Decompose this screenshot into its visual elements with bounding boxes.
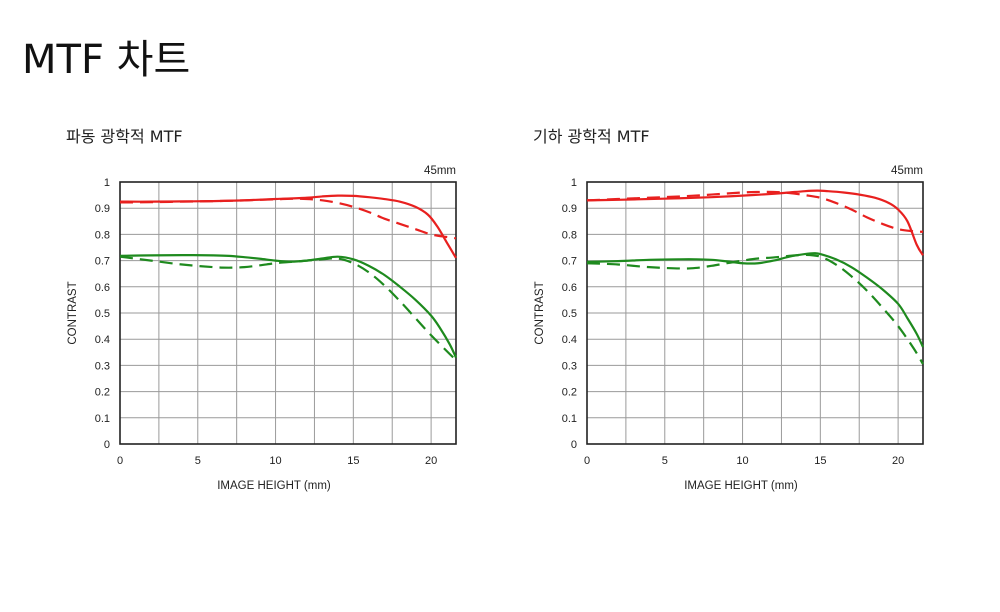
- y-axis-label: CONTRAST: [534, 281, 546, 344]
- y-tick-label: 0.5: [95, 308, 110, 320]
- series-line-red-solid: [586, 189, 924, 256]
- chart-title: 기하 광학적 MTF: [533, 127, 650, 146]
- x-axis-label: IMAGE HEIGHT (mm): [684, 480, 798, 492]
- geometric-optical-mtf-panel: 기하 광학적 MTF 0 0.1 0.2 0.3 0.4 0.5 0.6 0.7 0.8 0.9 1…: [525, 120, 955, 500]
- x-tick-label: 10: [736, 455, 748, 467]
- x-tick-label: 20: [425, 455, 437, 467]
- x-tick-label: 10: [269, 455, 281, 467]
- focal-length-label: 45mm: [891, 165, 923, 177]
- series-line-red-dashed: [119, 197, 457, 240]
- y-tick-label: 0.3: [562, 360, 577, 372]
- y-tick-label: 0.1: [562, 413, 577, 425]
- y-tick-label: 0.4: [562, 334, 577, 346]
- y-tick-label: 1: [571, 177, 577, 189]
- y-tick-label: 0: [104, 439, 110, 451]
- y-tick-label: 0.2: [562, 387, 577, 399]
- focal-length-label: 45mm: [424, 165, 456, 177]
- series-line-green-dashed: [586, 253, 924, 365]
- mtf-chart-wave-optical: 00.10.20.30.40.50.60.70.80.910 5 10 15 20IMA…: [67, 165, 457, 492]
- y-tick-label: 0.9: [562, 203, 577, 215]
- x-tick-label: 15: [814, 455, 826, 467]
- y-tick-label: 0.5: [562, 308, 577, 320]
- plot-frame: [119, 181, 457, 445]
- x-axis-label: IMAGE HEIGHT (mm): [217, 480, 331, 492]
- x-tick-label: 0: [117, 455, 123, 467]
- series-line-green-dashed: [119, 255, 457, 361]
- series-line-green-solid: [586, 252, 924, 348]
- y-tick-label: 0.7: [95, 256, 110, 268]
- y-tick-label: 0.1: [95, 413, 110, 425]
- x-tick-label: 5: [195, 455, 201, 467]
- x-tick-label: 20: [892, 455, 904, 467]
- x-tick-label: 15: [347, 455, 359, 467]
- page-title: MTF 차트: [22, 37, 191, 83]
- grid: [120, 181, 456, 445]
- y-tick-label: 0.7: [562, 256, 577, 268]
- y-tick-label: 0.4: [95, 334, 110, 346]
- mtf-chart-geometric-optical: 00.10.20.30.40.50.60.70.80.910 5 10 15 20IMA…: [534, 165, 924, 492]
- plot-frame: [586, 181, 924, 445]
- y-tick-label: 1: [104, 177, 110, 189]
- y-tick-label: 0.8: [95, 229, 110, 241]
- y-tick-label: 0: [571, 439, 577, 451]
- y-tick-label: 0.8: [562, 229, 577, 241]
- y-tick-label: 0.3: [95, 360, 110, 372]
- y-tick-label: 0.2: [95, 387, 110, 399]
- wave-optical-mtf-panel: 파동 광학적 MTF 0 0.1 0.2 0.3 0.4 0.5 0.6 0.7 0.8 0.9 1…: [58, 120, 488, 500]
- series-line-red-dashed: [586, 190, 924, 233]
- y-tick-label: 0.9: [95, 203, 110, 215]
- y-axis-label: CONTRAST: [67, 281, 79, 344]
- y-tick-label: 0.6: [95, 282, 110, 294]
- x-tick-label: 5: [662, 455, 668, 467]
- x-tick-label: 0: [584, 455, 590, 467]
- grid: [587, 181, 923, 445]
- chart-title: 파동 광학적 MTF: [66, 127, 183, 146]
- y-tick-label: 0.6: [562, 282, 577, 294]
